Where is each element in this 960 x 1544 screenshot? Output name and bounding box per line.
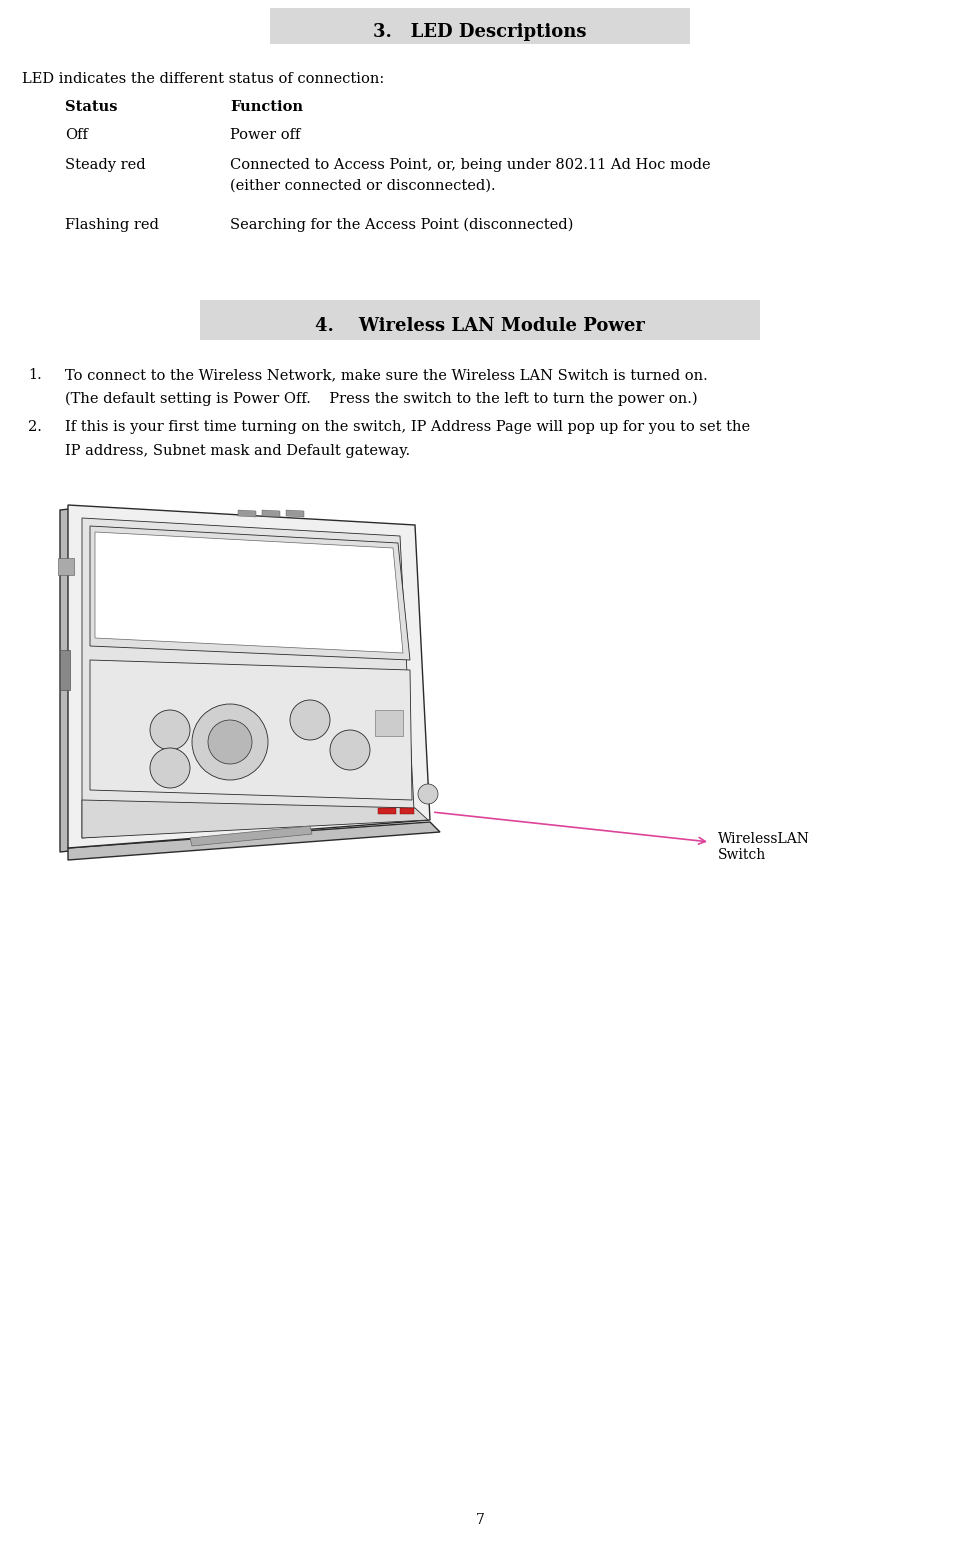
- Text: IP address, Subnet mask and Default gateway.: IP address, Subnet mask and Default gate…: [65, 445, 410, 459]
- Circle shape: [150, 710, 190, 750]
- Bar: [270, 8, 690, 43]
- Text: (The default setting is Power Off.    Press the switch to the left to turn the p: (The default setting is Power Off. Press…: [65, 392, 698, 406]
- Text: To connect to the Wireless Network, make sure the Wireless LAN Switch is turned : To connect to the Wireless Network, make…: [65, 367, 708, 381]
- Circle shape: [290, 699, 330, 740]
- Text: Searching for the Access Point (disconnected): Searching for the Access Point (disconne…: [230, 218, 573, 233]
- Bar: [200, 300, 760, 340]
- Polygon shape: [58, 557, 74, 574]
- Text: Function: Function: [230, 100, 303, 114]
- Bar: [400, 808, 414, 814]
- Polygon shape: [82, 800, 428, 838]
- Polygon shape: [90, 659, 412, 800]
- Polygon shape: [238, 510, 256, 517]
- Text: If this is your first time turning on the switch, IP Address Page will pop up fo: If this is your first time turning on th…: [65, 420, 750, 434]
- Text: 2.: 2.: [28, 420, 42, 434]
- Bar: [375, 710, 403, 736]
- Circle shape: [208, 720, 252, 764]
- Polygon shape: [90, 527, 410, 659]
- Text: 3.   LED Descriptions: 3. LED Descriptions: [373, 23, 587, 42]
- Polygon shape: [95, 533, 403, 653]
- Circle shape: [330, 730, 370, 770]
- Text: Steady red: Steady red: [65, 157, 146, 171]
- Text: Status: Status: [65, 100, 117, 114]
- Text: 1.: 1.: [28, 367, 41, 381]
- Text: 7: 7: [475, 1513, 485, 1527]
- Text: Off: Off: [65, 128, 88, 142]
- Circle shape: [418, 784, 438, 804]
- Polygon shape: [60, 650, 70, 690]
- Bar: [378, 808, 396, 814]
- Text: Power off: Power off: [230, 128, 300, 142]
- Text: Connected to Access Point, or, being under 802.11 Ad Hoc mode
(either connected : Connected to Access Point, or, being und…: [230, 157, 710, 193]
- Polygon shape: [262, 510, 280, 517]
- Circle shape: [192, 704, 268, 780]
- Text: Flashing red: Flashing red: [65, 218, 158, 232]
- Text: WirelessLAN
Switch: WirelessLAN Switch: [718, 832, 810, 862]
- Polygon shape: [68, 821, 440, 860]
- Polygon shape: [82, 517, 414, 838]
- Text: LED indicates the different status of connection:: LED indicates the different status of co…: [22, 73, 384, 86]
- Polygon shape: [190, 826, 312, 846]
- Circle shape: [150, 747, 190, 787]
- Polygon shape: [60, 508, 78, 852]
- Polygon shape: [68, 505, 430, 848]
- Text: 4.    Wireless LAN Module Power: 4. Wireless LAN Module Power: [315, 317, 645, 335]
- Polygon shape: [286, 510, 304, 517]
